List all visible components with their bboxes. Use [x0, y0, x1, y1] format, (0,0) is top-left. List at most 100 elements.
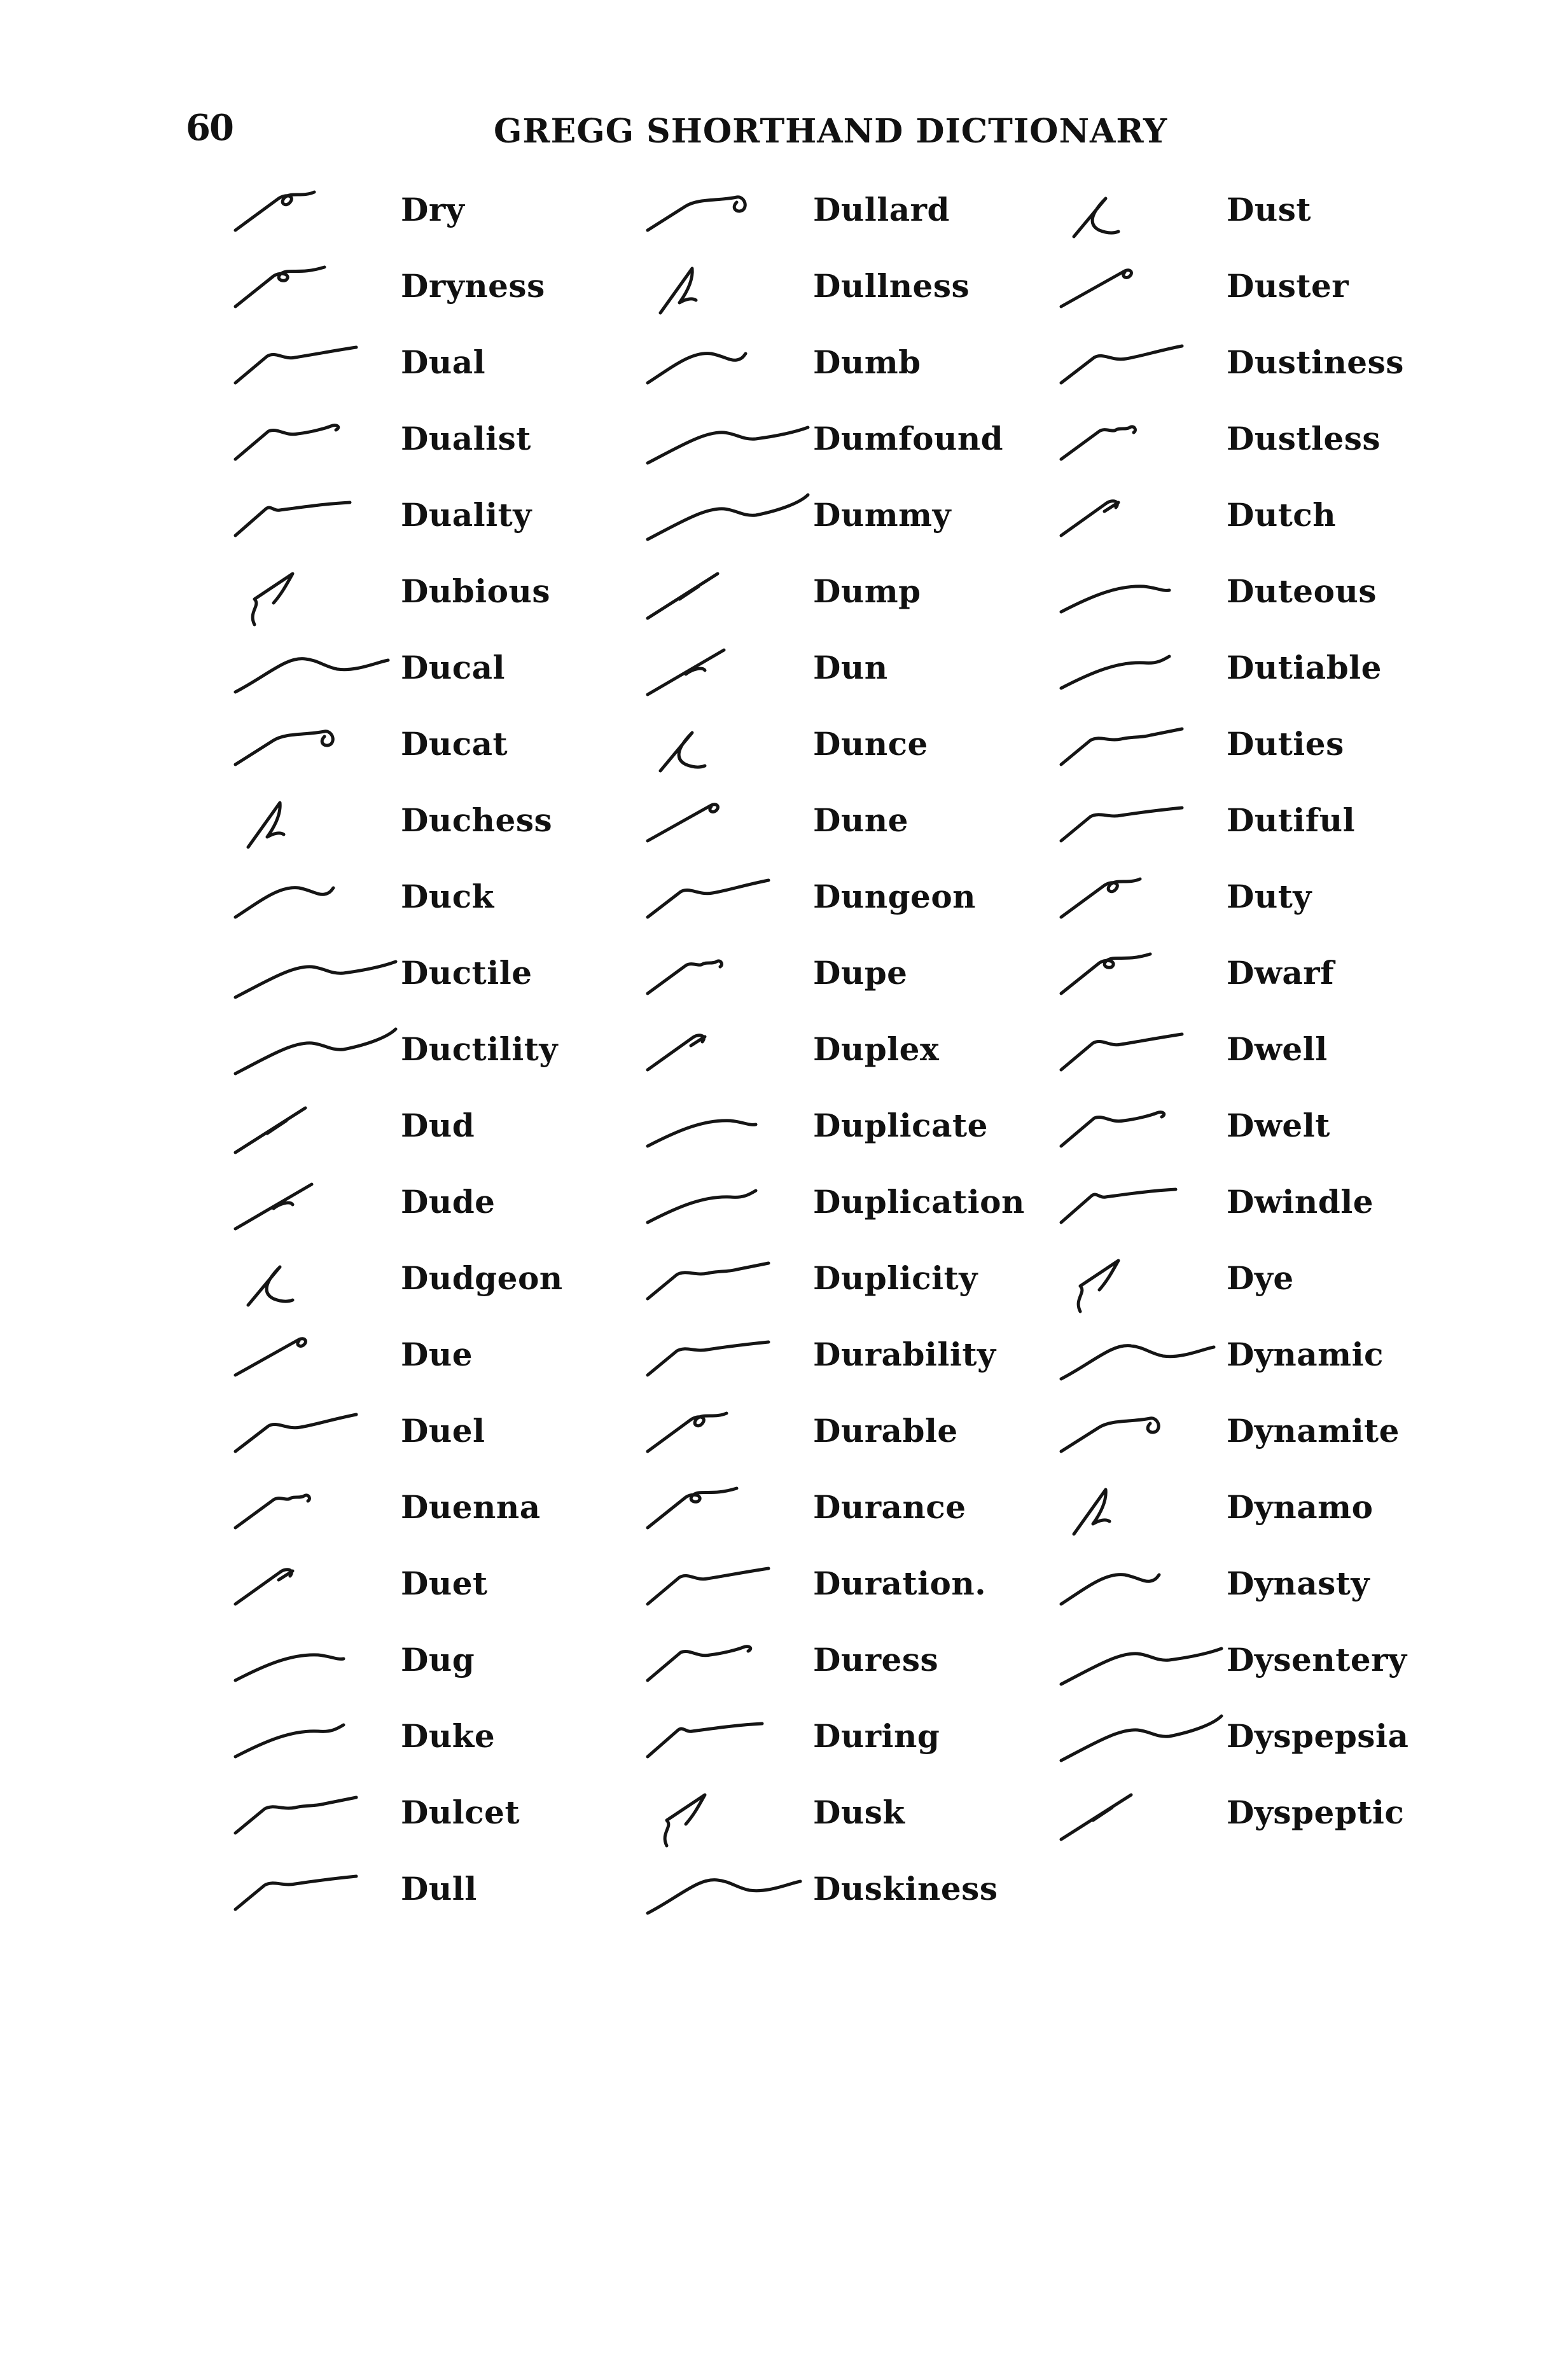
shorthand-stroke — [233, 1413, 358, 1453]
entry-word: Duality — [401, 496, 532, 534]
dupe-outline-icon — [646, 959, 723, 995]
duteous-outline-icon — [1059, 585, 1171, 614]
durance-outline-icon — [646, 1486, 739, 1530]
shorthand-stroke — [1059, 268, 1133, 308]
duet-outline-icon — [233, 1568, 295, 1606]
durable-outline-icon — [646, 1411, 728, 1453]
entry-word: Dubious — [401, 572, 551, 610]
dictionary-entry: Dustiness — [1055, 326, 1449, 402]
entry-word: Durable — [813, 1412, 958, 1449]
entry-word: Dummy — [813, 496, 952, 534]
dustless-outline-icon — [1059, 425, 1137, 461]
shorthand-stroke — [646, 959, 723, 995]
dustiness-outline-icon — [1059, 344, 1184, 385]
entry-word: Dwell — [1227, 1030, 1328, 1068]
entry-word: Dustless — [1227, 420, 1381, 457]
dual-outline-icon — [233, 345, 358, 385]
dune-outline-icon — [646, 803, 720, 843]
shorthand-stroke — [233, 1795, 358, 1835]
entry-word: Dullard — [813, 191, 950, 228]
dictionary-entry: Ducat — [229, 707, 623, 784]
entry-word: Duration. — [813, 1565, 987, 1602]
dictionary-entry: Ductile — [229, 936, 623, 1013]
entry-word: Dwarf — [1227, 954, 1335, 992]
duck-outline-icon — [233, 886, 335, 919]
entry-word: Dungeon — [813, 878, 977, 915]
dictionary-entry: Dune — [641, 784, 1036, 860]
entry-word: Duteous — [1227, 572, 1377, 610]
shorthand-stroke — [1076, 1259, 1120, 1313]
dull-outline-icon — [233, 1874, 358, 1911]
dictionary-entry: Dual — [229, 326, 623, 402]
shorthand-stroke — [233, 424, 340, 461]
shorthand-stroke — [663, 1793, 707, 1848]
dictionary-entry: Dutch — [1055, 478, 1449, 555]
shorthand-stroke — [646, 1034, 707, 1072]
entry-word: Durance — [813, 1488, 966, 1526]
entry-word: Dualist — [401, 420, 531, 457]
dictionary-entry: Duplex — [641, 1013, 1036, 1089]
dictionary-entry: Dwarf — [1055, 936, 1449, 1013]
shorthand-stroke — [646, 803, 720, 843]
entry-word: Duet — [401, 1565, 488, 1602]
shorthand-stroke — [1059, 1647, 1223, 1686]
shorthand-stroke — [658, 731, 707, 773]
dictionary-entry: Dunce — [641, 707, 1036, 784]
entry-word: Duplication — [813, 1183, 1025, 1221]
entry-word: Dud — [401, 1107, 475, 1144]
shorthand-stroke — [1059, 585, 1171, 614]
dictionary-entry: Duel — [229, 1394, 623, 1470]
entry-word: Dumb — [813, 343, 921, 381]
page-number: 60 — [186, 107, 234, 149]
entry-word: Dyspeptic — [1227, 1794, 1405, 1831]
entry-word: Ducat — [401, 725, 508, 763]
dictionary-entry: Dutiable — [1055, 631, 1449, 707]
dutiable-outline-icon — [1059, 654, 1171, 690]
dwarf-outline-icon — [1059, 952, 1152, 995]
shorthand-stroke — [646, 1645, 753, 1682]
dictionary-entry: Duchess — [229, 784, 623, 860]
dust-outline-icon — [1072, 197, 1120, 239]
dictionary-entry: Dyspepsia — [1055, 1699, 1449, 1776]
entry-word: Dumfound — [813, 420, 1004, 457]
dutch-outline-icon — [1059, 499, 1120, 537]
shorthand-stroke — [233, 886, 335, 919]
dictionary-entry: Dualist — [229, 402, 623, 478]
shorthand-stroke — [646, 1261, 770, 1301]
shorthand-stroke — [233, 1027, 398, 1076]
dictionary-entry: Dye — [1055, 1242, 1449, 1318]
entry-word: Dye — [1227, 1259, 1294, 1297]
shorthand-stroke — [1059, 1032, 1184, 1072]
entry-word: Dusk — [813, 1794, 905, 1831]
shorthand-stroke — [646, 1878, 802, 1915]
dictionary-entry: Dun — [641, 631, 1036, 707]
dictionary-column-1: Dry Dryness Dual Dualist Duality Dubious Ducal… — [229, 173, 623, 1928]
shorthand-stroke — [233, 1337, 307, 1377]
entry-word: Dump — [813, 572, 921, 610]
entry-word: Duties — [1227, 725, 1344, 763]
dictionary-entry: Dry — [229, 173, 623, 249]
duration-outline-icon — [646, 1567, 770, 1606]
entry-word: Duster — [1227, 267, 1349, 305]
dictionary-entry: Dynamite — [1055, 1394, 1449, 1470]
dyspepsia-outline-icon — [1059, 1714, 1223, 1762]
dungeon-outline-icon — [646, 878, 770, 919]
duenna-outline-icon — [233, 1493, 311, 1530]
entry-word: Dynamite — [1227, 1412, 1400, 1449]
shorthand-stroke — [646, 493, 810, 541]
dunce-outline-icon — [658, 731, 707, 773]
dusk-outline-icon — [663, 1793, 707, 1848]
dictionary-entry: Durable — [641, 1394, 1036, 1470]
dictionary-entry: Dupe — [641, 936, 1036, 1013]
entry-word: Duskiness — [813, 1870, 998, 1907]
dictionary-entry: Duteous — [1055, 555, 1449, 631]
entry-word: Dwelt — [1227, 1107, 1330, 1144]
shorthand-stroke — [1072, 197, 1120, 239]
dry-outline-icon — [233, 190, 316, 232]
dudgeon-outline-icon — [246, 1265, 295, 1307]
entry-word: Dude — [401, 1183, 496, 1221]
dyspeptic-outline-icon — [1059, 1793, 1133, 1841]
entry-word: Dyspepsia — [1227, 1717, 1409, 1755]
entry-word: Dutiful — [1227, 801, 1356, 839]
shorthand-stroke — [1059, 1416, 1160, 1453]
